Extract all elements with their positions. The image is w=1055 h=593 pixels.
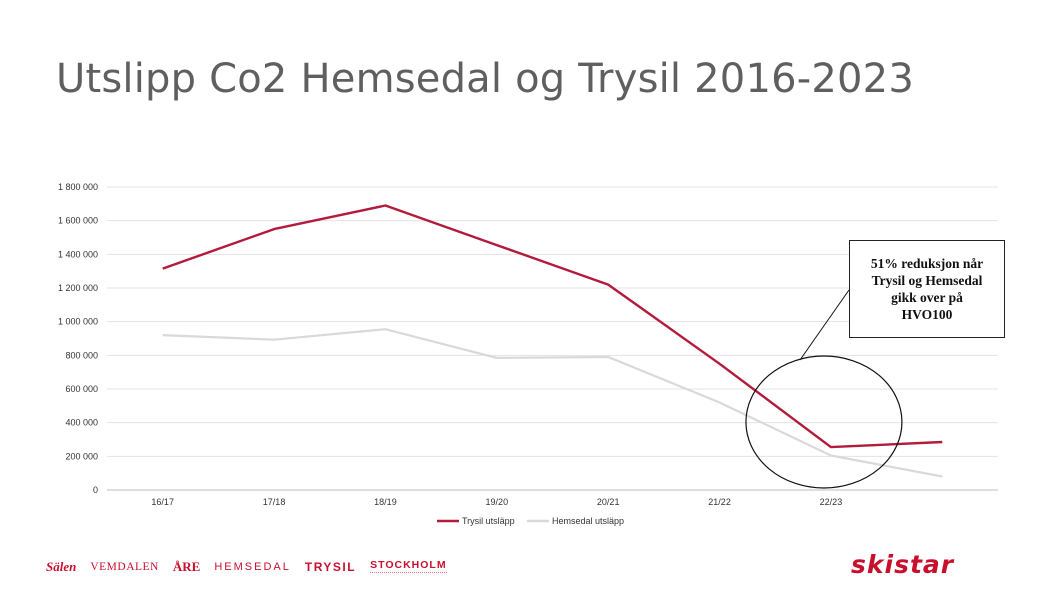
x-tick-label: 19/20 (486, 497, 509, 507)
x-axis-ticks: 16/17 17/18 18/19 19/20 20/21 21/22 22/23 (151, 497, 842, 507)
y-tick-label: 400 000 (65, 418, 98, 428)
y-tick-label: 0 (93, 485, 98, 495)
brand-hemsedal-logo: HEMSEDAL (214, 561, 291, 573)
y-tick-label: 1 000 000 (58, 317, 98, 327)
y-tick-label: 200 000 (65, 451, 98, 461)
brand-trysil-logo: TRYSIL (304, 560, 357, 574)
x-tick-label: 20/21 (597, 497, 620, 507)
footer-brands: Sälen VEMDALEN ÅRE HEMSEDAL TRYSIL STOCK… (46, 557, 461, 577)
y-tick-label: 1 400 000 (58, 249, 98, 259)
y-tick-label: 600 000 (65, 384, 98, 394)
series-lines (162, 204, 943, 478)
legend-label: Trysil utsläpp (462, 516, 515, 526)
x-tick-label: 17/18 (263, 497, 286, 507)
x-tick-label: 22/23 (820, 497, 843, 507)
annotation-circle (745, 355, 903, 489)
brand-stockholm-logo: STOCKHOLM (370, 559, 447, 575)
x-tick-label: 16/17 (151, 497, 174, 507)
y-axis-ticks: 0 200 000 400 000 600 000 800 000 1 000 000 1 … (58, 182, 98, 495)
series-line-trysil-utsl-pp (162, 204, 943, 449)
annotation-text: 51% reduksjon når Trysil og Hemsedal gik… (870, 256, 984, 322)
annotation-box: 51% reduksjon når Trysil og Hemsedal gik… (849, 240, 1005, 338)
legend-label: Hemsedal utsläpp (552, 516, 624, 526)
y-tick-label: 800 000 (65, 350, 98, 360)
y-tick-label: 1 800 000 (58, 182, 98, 192)
slide-title: Utslipp Co2 Hemsedal og Trysil 2016-2023 (56, 56, 914, 102)
x-tick-label: 18/19 (374, 497, 397, 507)
brand-are-logo: ÅRE (172, 559, 201, 574)
brand-salen-logo: Sälen (46, 559, 77, 574)
legend: Trysil utsläpp Hemsedal utsläpp (437, 516, 624, 526)
annotation-pointer (799, 289, 850, 361)
annotation-marks (745, 289, 903, 489)
y-tick-label: 1 200 000 (58, 283, 98, 293)
skistar-logo: skistar (851, 550, 955, 579)
y-tick-label: 1 600 000 (58, 216, 98, 226)
brand-vemdalen-logo: VEMDALEN (90, 561, 159, 573)
x-tick-label: 21/22 (708, 497, 731, 507)
series-line-hemsedal-utsl-pp (162, 328, 943, 478)
